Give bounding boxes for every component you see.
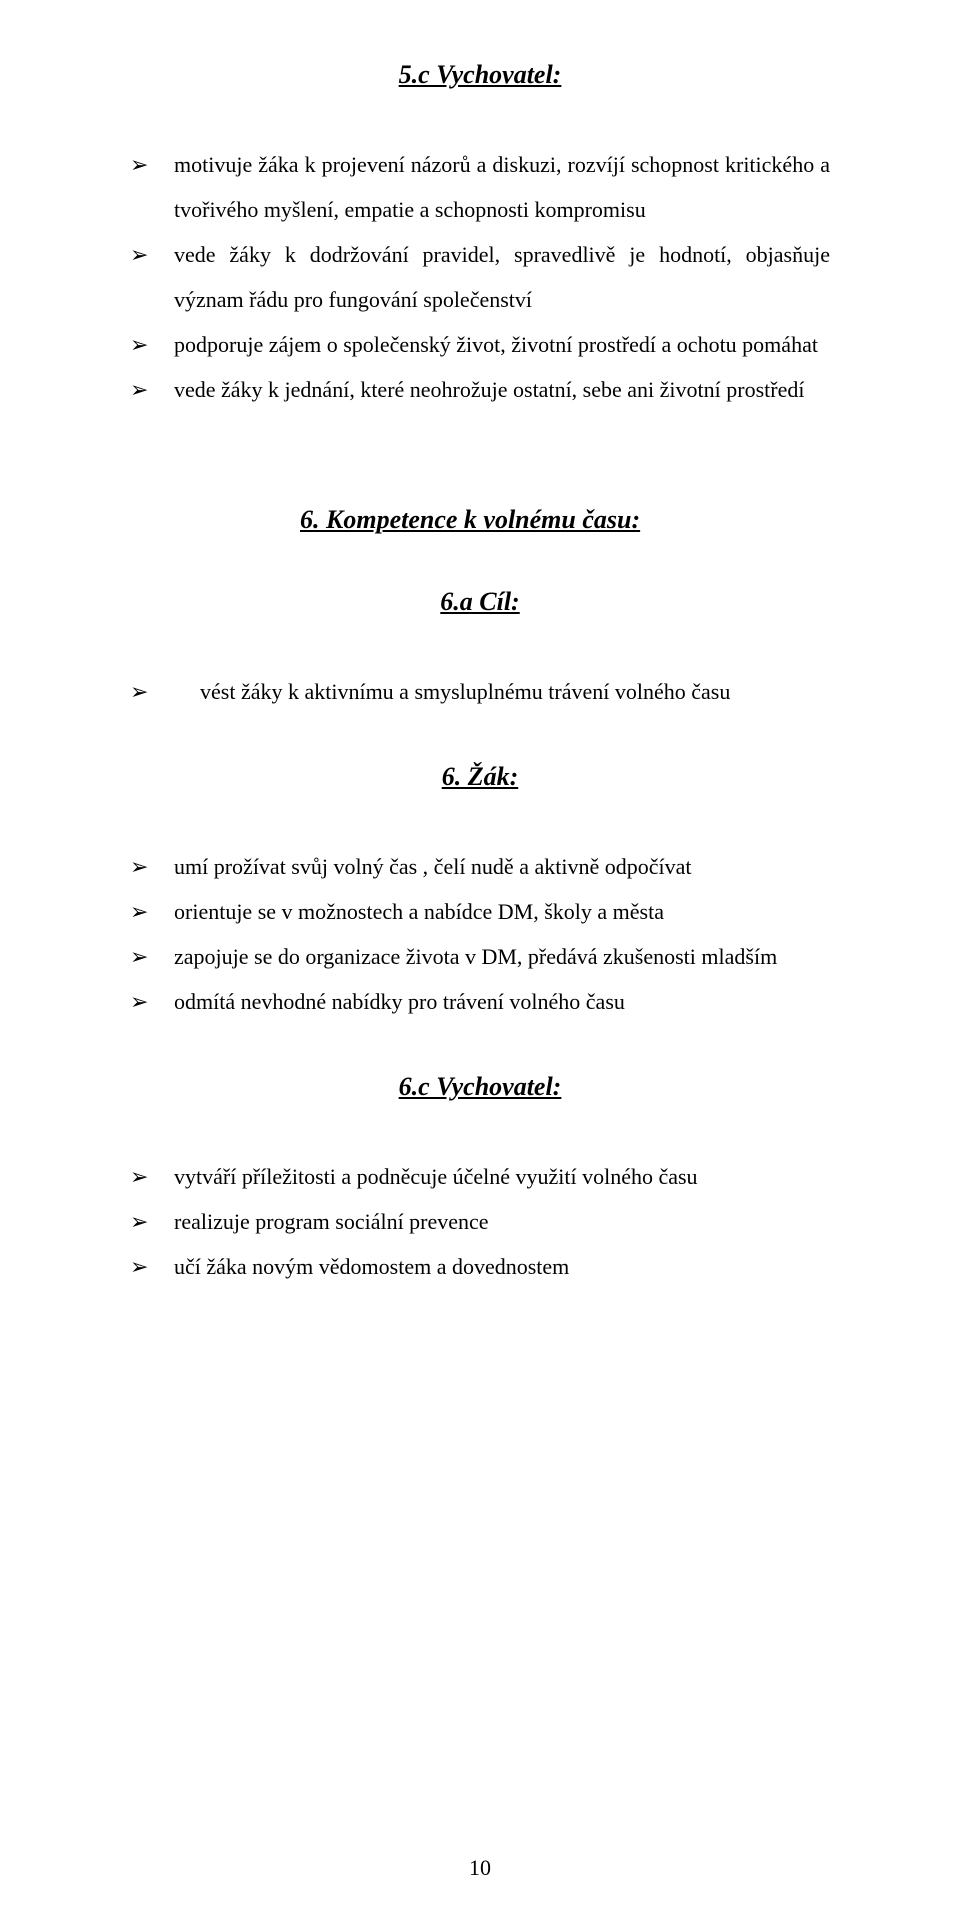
heading-5c: 5.c Vychovatel:	[130, 60, 830, 90]
bullet-icon: ➢	[130, 367, 174, 412]
bullet-icon: ➢	[130, 889, 174, 934]
bullet-icon: ➢	[130, 1199, 174, 1244]
list-item-text: vede žáky k dodržování pravidel, spraved…	[174, 232, 830, 322]
list-item: ➢ zapojuje se do organizace života v DM,…	[130, 934, 830, 979]
list-item-text: odmítá nevhodné nabídky pro trávení voln…	[174, 979, 830, 1024]
list-item: ➢ motivuje žáka k projevení názorů a dis…	[130, 142, 830, 232]
heading-6: 6. Kompetence k volnému času:	[300, 505, 830, 535]
list-item-text: zapojuje se do organizace života v DM, p…	[174, 934, 830, 979]
list-item-text: vytváří příležitosti a podněcuje účelné …	[174, 1154, 830, 1199]
list-item: ➢ vede žáky k jednání, které neohrožuje …	[130, 367, 830, 412]
list-item: ➢ orientuje se v možnostech a nabídce DM…	[130, 889, 830, 934]
page-number: 10	[0, 1855, 960, 1881]
list-6c: ➢ vytváří příležitosti a podněcuje účeln…	[130, 1154, 830, 1289]
page: 5.c Vychovatel: ➢ motivuje žáka k projev…	[0, 0, 960, 1925]
list-item-text: orientuje se v možnostech a nabídce DM, …	[174, 889, 830, 934]
list-item: ➢ realizuje program sociální prevence	[130, 1199, 830, 1244]
list-item-text: učí žáka novým vědomostem a dovednostem	[174, 1244, 830, 1289]
list-item: ➢ odmítá nevhodné nabídky pro trávení vo…	[130, 979, 830, 1024]
list-6-zak: ➢ umí prožívat svůj volný čas , čelí nud…	[130, 844, 830, 1024]
bullet-icon: ➢	[130, 142, 174, 187]
bullet-icon: ➢	[130, 979, 174, 1024]
heading-6a: 6.a Cíl:	[130, 587, 830, 617]
list-5c: ➢ motivuje žáka k projevení názorů a dis…	[130, 142, 830, 413]
bullet-icon: ➢	[130, 322, 174, 367]
list-item: ➢ vést žáky k aktivnímu a smysluplnému t…	[130, 669, 830, 714]
bullet-icon: ➢	[130, 844, 174, 889]
heading-6-zak: 6. Žák:	[130, 762, 830, 792]
list-item: ➢ vede žáky k dodržování pravidel, sprav…	[130, 232, 830, 322]
bullet-icon: ➢	[130, 934, 174, 979]
list-item: ➢ umí prožívat svůj volný čas , čelí nud…	[130, 844, 830, 889]
list-item-text: vést žáky k aktivnímu a smysluplnému trá…	[174, 669, 830, 714]
heading-6c: 6.c Vychovatel:	[130, 1072, 830, 1102]
list-item: ➢ učí žáka novým vědomostem a dovednoste…	[130, 1244, 830, 1289]
list-item-text: podporuje zájem o společenský život, živ…	[174, 322, 830, 367]
list-item-text: umí prožívat svůj volný čas , čelí nudě …	[174, 844, 830, 889]
list-item-text: realizuje program sociální prevence	[174, 1199, 830, 1244]
list-item: ➢ podporuje zájem o společenský život, ž…	[130, 322, 830, 367]
bullet-icon: ➢	[130, 1154, 174, 1199]
bullet-icon: ➢	[130, 669, 174, 714]
list-6a: ➢ vést žáky k aktivnímu a smysluplnému t…	[130, 669, 830, 714]
bullet-icon: ➢	[130, 1244, 174, 1289]
list-item: ➢ vytváří příležitosti a podněcuje účeln…	[130, 1154, 830, 1199]
bullet-icon: ➢	[130, 232, 174, 277]
list-item-text: vede žáky k jednání, které neohrožuje os…	[174, 367, 830, 412]
list-item-text: motivuje žáka k projevení názorů a disku…	[174, 142, 830, 232]
